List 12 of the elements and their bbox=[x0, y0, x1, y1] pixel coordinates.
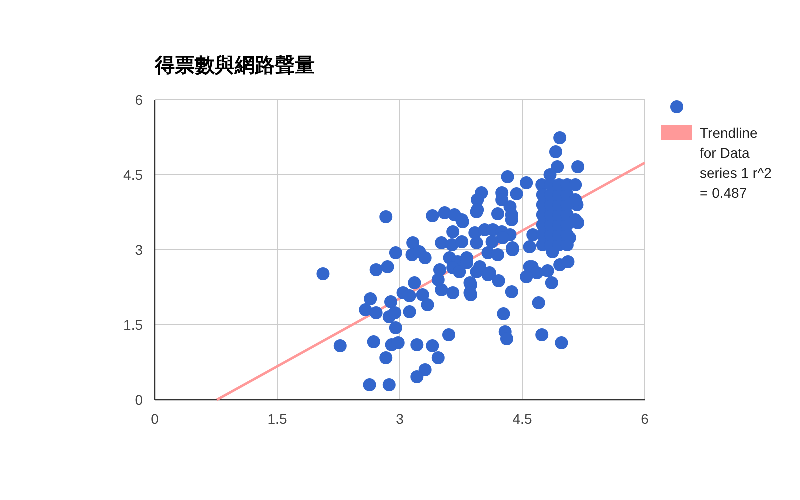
legend-label: Trendline for Data series 1 r^2 = 0.487 bbox=[700, 125, 772, 201]
x-tick-label: 1.5 bbox=[268, 411, 288, 427]
y-tick-label: 1.5 bbox=[124, 317, 144, 333]
x-tick-label: 3 bbox=[396, 411, 404, 427]
x-tick-label: 0 bbox=[151, 411, 160, 427]
x-tick-label: 6 bbox=[641, 411, 650, 427]
chart-title: 得票數與網路聲量 bbox=[154, 55, 315, 77]
y-tick-label: 6 bbox=[135, 92, 144, 108]
y-tick-label: 0 bbox=[135, 392, 144, 408]
y-tick-label: 4.5 bbox=[124, 167, 144, 183]
x-tick-label: 4.5 bbox=[512, 411, 532, 427]
y-tick-label: 3 bbox=[135, 242, 144, 258]
